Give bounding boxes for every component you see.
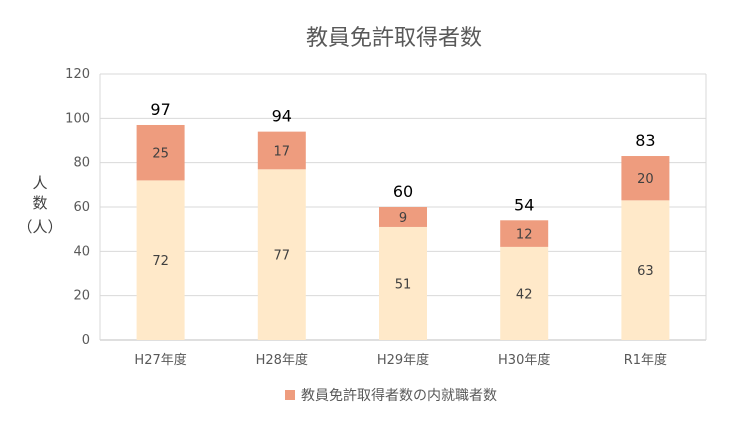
bar-value-label: 42 [516, 287, 533, 302]
y-tick-label: 100 [65, 111, 90, 126]
x-tick-label: H30年度 [498, 352, 550, 368]
bar-value-label: 51 [395, 277, 412, 292]
bar-total-label: 97 [150, 100, 170, 119]
bar-total-label: 83 [635, 131, 655, 150]
bar-segment-employed [379, 207, 427, 227]
bar-total-label: 94 [272, 107, 292, 126]
bar-value-label: 25 [152, 147, 169, 162]
y-axis-ticks: 0 20 40 60 80 100 120 [65, 67, 90, 348]
bar-value-label: 12 [516, 228, 533, 243]
bar-segment-employed [621, 156, 670, 201]
bar-value-label: 63 [637, 264, 654, 279]
y-tick-label: 0 [82, 333, 90, 348]
bar-segment-employed [136, 124, 185, 181]
bar-value-label: 77 [274, 249, 291, 264]
y-tick-label: 120 [65, 67, 90, 82]
bar-segment-employed [257, 131, 306, 170]
bar-value-label: 20 [637, 172, 654, 187]
bar-value-label: 17 [274, 144, 291, 159]
bar-value-label: 9 [399, 211, 407, 226]
legend-swatch [285, 390, 295, 400]
y-tick-label: 40 [73, 244, 90, 259]
bar-segment-base [379, 226, 427, 340]
x-tick-label: R1年度 [624, 352, 667, 368]
x-tick-label: H27年度 [134, 352, 186, 368]
bar-segment-base [257, 169, 306, 340]
bar-total-label: 54 [514, 195, 534, 214]
y-tick-label: 20 [73, 289, 90, 304]
legend-label: 教員免許取得者数の内就職者数 [301, 387, 497, 404]
y-axis-label-line-3: （人） [17, 218, 62, 236]
bar-total-label: 60 [393, 182, 413, 201]
y-tick-label: 80 [73, 156, 90, 171]
legend: 教員免許取得者数の内就職者数 [285, 387, 497, 404]
y-axis-label: 人 数 （人） [17, 174, 62, 236]
y-axis-label-line-2: 数 [32, 194, 47, 212]
bars: 72 25 97 77 17 94 51 9 60 42 12 54 63 20 83 [136, 100, 670, 340]
bar-segment-base [621, 200, 670, 340]
x-tick-label: H29年度 [377, 352, 429, 368]
y-tick-label: 60 [73, 200, 90, 215]
bar-value-label: 72 [152, 254, 169, 269]
y-axis-label-line-1: 人 [32, 174, 47, 192]
x-tick-label: H28年度 [256, 352, 308, 368]
bar-segment-base [500, 246, 549, 340]
bar-segment-base [136, 180, 185, 340]
chart-title: 教員免許取得者数 [306, 26, 482, 51]
bar-segment-employed [500, 220, 549, 247]
x-axis-ticks: H27年度 H28年度 H29年度 H30年度 R1年度 [134, 352, 667, 368]
